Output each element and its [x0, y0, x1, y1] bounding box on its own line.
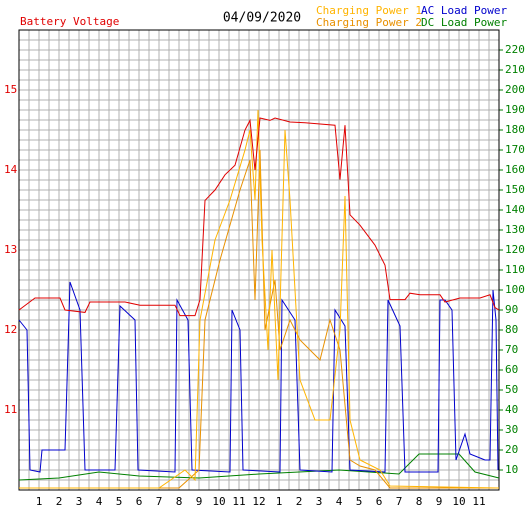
series-line [18, 281, 499, 473]
y2-tick-label: 130 [505, 223, 525, 236]
x-tick-label: 11 [472, 495, 485, 508]
legend-entry: Charging Power 1 [316, 4, 422, 17]
x-tick-label: 3 [316, 495, 323, 508]
y-tick-label: 13 [4, 243, 17, 256]
x-tick-label: 1 [36, 495, 43, 508]
y2-tick-label: 80 [505, 323, 518, 336]
x-tick-label: 6 [376, 495, 383, 508]
legend-entry: Charging Power 2 [316, 16, 422, 29]
y2-tick-label: 50 [505, 383, 518, 396]
x-tick-label: 2 [296, 495, 303, 508]
y-tick-label: 15 [4, 83, 17, 96]
x-tick-label: 2 [56, 495, 63, 508]
legend-entry: DC Load Power [421, 16, 507, 29]
series-line [18, 453, 500, 481]
x-tick-label: 9 [196, 495, 203, 508]
y2-tick-label: 200 [505, 83, 525, 96]
x-tick-label: 9 [436, 495, 443, 508]
x-tick-label: 3 [76, 495, 83, 508]
x-tick-label: 8 [176, 495, 183, 508]
chart-title: 04/09/2020 [223, 11, 301, 26]
y-tick-label: 11 [4, 403, 17, 416]
y2-tick-label: 110 [505, 263, 525, 276]
x-tick-label: 10 [212, 495, 225, 508]
y2-tick-label: 120 [505, 243, 525, 256]
x-tick-label: 6 [136, 495, 143, 508]
x-tick-label: 1 [276, 495, 283, 508]
y2-tick-label: 60 [505, 363, 518, 376]
y2-tick-label: 100 [505, 283, 525, 296]
y2-tick-label: 180 [505, 123, 525, 136]
x-tick-label: 7 [396, 495, 403, 508]
legend-entry: AC Load Power [421, 4, 507, 17]
series-line [19, 149, 499, 489]
y2-tick-label: 20 [505, 443, 518, 456]
y2-tick-label: 160 [505, 163, 525, 176]
y-tick-label: 14 [4, 163, 18, 176]
series-line [18, 117, 500, 317]
y2-tick-label: 30 [505, 423, 518, 436]
y-axis-label: Battery Voltage [20, 15, 119, 28]
x-tick-label: 4 [336, 495, 343, 508]
y2-tick-label: 150 [505, 183, 525, 196]
x-tick-label: 10 [452, 495, 465, 508]
y-tick-label: 12 [4, 323, 17, 336]
y2-tick-label: 10 [505, 463, 518, 476]
series-line [19, 109, 500, 489]
y2-tick-label: 40 [505, 403, 518, 416]
x-tick-label: 8 [416, 495, 423, 508]
y2-tick-label: 140 [505, 203, 525, 216]
y2-tick-label: 90 [505, 303, 518, 316]
y2-tick-label: 210 [505, 63, 525, 76]
y2-tick-label: 220 [505, 43, 525, 56]
x-tick-label: 4 [96, 495, 103, 508]
y2-tick-label: 190 [505, 103, 525, 116]
x-tick-label: 7 [156, 495, 163, 508]
x-tick-label: 12 [252, 495, 265, 508]
y2-tick-label: 70 [505, 343, 518, 356]
x-tick-label: 5 [116, 495, 123, 508]
plot-border [18, 29, 500, 491]
y2-tick-label: 170 [505, 143, 525, 156]
x-tick-label: 11 [232, 495, 245, 508]
x-tick-label: 5 [356, 495, 363, 508]
